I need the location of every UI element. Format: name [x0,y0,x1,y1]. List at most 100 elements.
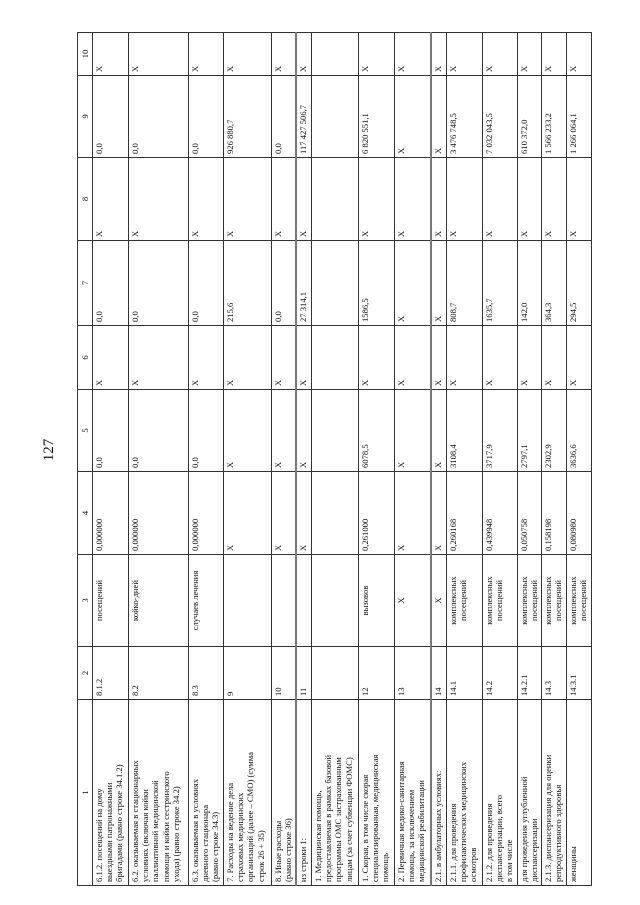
table-cell-col-9: 0,0 [188,75,224,158]
table-cell-col-3: X [394,554,431,647]
row-label-cell: 2.1.2. для проведения диспансеризации, в… [482,699,518,886]
table-cell-col-8: X [295,157,312,241]
column-header-8: 8 [77,157,93,241]
table-cell-col-6: X [271,325,296,390]
table-cell-col-2: 10 [271,646,296,700]
table-cell-col-7: 1635,7 [482,240,518,326]
table-cell-col-3: комплексных посещений [541,554,567,647]
table-cell-col-4: X [394,471,431,555]
row-label-cell: для проведения углубленной диспансеризац… [517,699,542,886]
table-cell-col-6: X [566,325,592,390]
table-cell-col-9: 7 032 043,5 [482,75,518,158]
table-cell-col-4: 0,000000 [92,471,129,555]
table-row: 2.1.1. для проведения профилактических м… [446,32,483,886]
table-cell-col-4: 0,261000 [358,471,395,555]
column-header-2: 2 [77,646,93,700]
table-cell-col-7: 1586,5 [358,240,395,326]
table-cell-col-3 [295,554,312,647]
table-cell-col-5: 0,0 [92,389,129,472]
table-cell-col-6: X [394,325,431,390]
row-label-cell: 6.3. оказываемая в условиях дневного ста… [188,699,224,886]
table-cell-col-3 [311,554,359,647]
table-cell-col-4: 0,000000 [188,471,224,555]
row-label-cell: 6.1.2. посещений на дому выездными патро… [92,699,129,886]
table-cell-col-5: 0,0 [188,389,224,472]
table-row: 7. Расходы на ведение дела страховых мед… [223,32,272,886]
row-label-cell: 8. Иные расходы (равно строке 36) [271,699,296,886]
table-cell-col-10 [311,32,359,76]
table-cell-col-5 [311,389,359,472]
column-header-10: 10 [77,32,93,76]
table-cell-col-9 [311,75,359,158]
table-cell-col-7: 808,7 [446,240,483,326]
table-cell-col-10: X [271,32,296,76]
table-cell-col-9: 0,0 [92,75,129,158]
table-cell-col-8: X [566,157,592,241]
table-row: 2. Первичная медико-санитарная помощь, з… [394,32,431,886]
table-cell-col-7: 364,3 [541,240,567,326]
table-cell-col-3 [223,554,272,647]
column-header-7: 7 [77,240,93,326]
table-cell-col-5: 6078,5 [358,389,395,472]
table-cell-col-7: 142,0 [517,240,542,326]
table-cell-col-6: X [358,325,395,390]
table-cell-col-5: X [223,389,272,472]
table-row: 6.1.2. посещений на дому выездными патро… [92,32,129,886]
table-cell-col-8: X [541,157,567,241]
table-cell-col-10: X [541,32,567,76]
table-cell-col-5: X [430,389,447,472]
table-cell-col-2: 13 [394,646,431,700]
table-cell-col-4: X [223,471,272,555]
table-cell-col-8: X [128,157,189,241]
table-cell-col-5: X [394,389,431,472]
row-label-cell: 2.1.3. диспансеризация для оценки репрод… [541,699,567,886]
table-cell-col-4: 0,050758 [517,471,542,555]
table-cell-col-7: X [394,240,431,326]
table-cell-col-3: комплексных посещений [446,554,483,647]
column-header-5: 5 [77,389,93,472]
row-label-cell: 2.1. в амбулаторных условиях: [430,699,447,886]
table-cell-col-7: 0,0 [271,240,296,326]
table-cell-col-4: X [430,471,447,555]
table-cell-col-9: 6 820 551,1 [358,75,395,158]
table-cell-col-3 [271,554,296,647]
table-cell-col-2: 9 [223,646,272,700]
table-cell-col-9: 0,0 [128,75,189,158]
table-cell-col-4: 0,000000 [128,471,189,555]
column-header-9: 9 [77,75,93,158]
table-cell-col-8: X [446,157,483,241]
table-cell-col-6: X [541,325,567,390]
table-row: для проведения углубленной диспансеризац… [517,32,542,886]
row-label-cell: 1. Медицинская помощь, предоставляемая в… [311,699,359,886]
table-cell-col-10: X [358,32,395,76]
table-cell-col-10: X [223,32,272,76]
column-header-4: 4 [77,471,93,555]
table-cell-col-4 [311,471,359,555]
table-cell-col-4: 0,439948 [482,471,518,555]
table-row: 1. Медицинская помощь, предоставляемая в… [311,32,359,886]
row-label-cell: 2.1.1. для проведения профилактических м… [446,699,483,886]
page-number: 127 [41,438,57,462]
table-cell-col-7: 294,5 [566,240,592,326]
table-cell-col-10: X [430,32,447,76]
table-cell-col-6: X [223,325,272,390]
table-row: из строки 1: 11 X X X 27 314,1 X 117 427 506,7 X [295,32,312,886]
table-cell-col-10: X [482,32,518,76]
row-label-cell: 2. Первичная медико-санитарная помощь, з… [394,699,431,886]
table-cell-col-4: 0,080980 [566,471,592,555]
table-cell-col-3: посещений [92,554,129,647]
table-cell-col-2: 8.2 [128,646,189,700]
table-cell-col-8 [311,157,359,241]
table-cell-col-9: X [394,75,431,158]
table-row: женщины 14.3.1 комплексных посещений 0,0809… [566,32,592,886]
table-cell-col-9: 0,0 [271,75,296,158]
table-cell-col-2: 8.3 [188,646,224,700]
table-cell-col-7: X [430,240,447,326]
table-row: 2.1.3. диспансеризация для оценки репрод… [541,32,567,886]
table-cell-col-10: X [295,32,312,76]
table-cell-col-7: 0,0 [92,240,129,326]
table-cell-col-2: 8.1.2 [92,646,129,700]
column-header-6: 6 [77,325,93,390]
table-cell-col-5: 2302,9 [541,389,567,472]
table-row: 2.1. в амбулаторных условиях: 14 X X X X X X X X [430,32,447,886]
